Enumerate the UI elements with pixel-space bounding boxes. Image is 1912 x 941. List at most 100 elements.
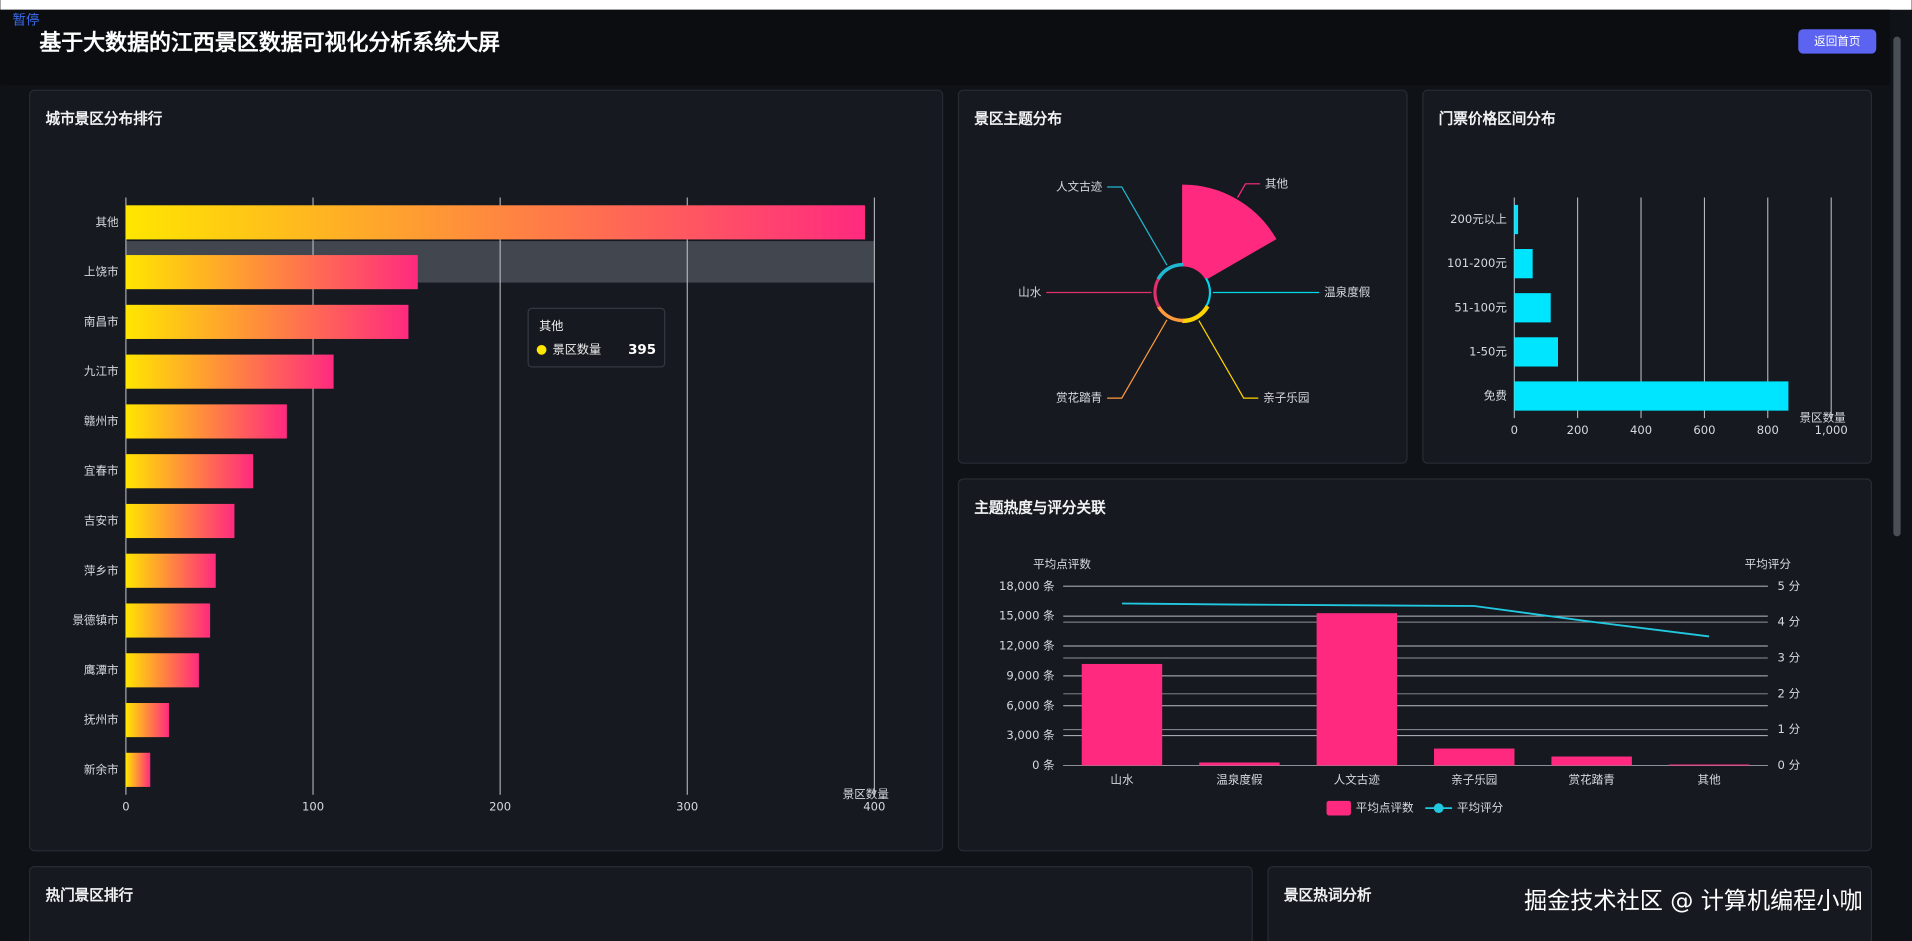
legend-label: 平均点评数	[1356, 801, 1414, 815]
x-tick-label: 100	[302, 799, 324, 813]
bar	[1514, 249, 1533, 279]
bar	[125, 653, 199, 688]
panel-title: 景区主题分布	[974, 109, 1062, 127]
y-tick-label: 12,000 条	[999, 639, 1055, 653]
panel	[1267, 866, 1873, 941]
legend-label: 平均评分	[1457, 801, 1504, 815]
label-line	[1198, 320, 1259, 399]
y-tick-label: 6,000 条	[1006, 698, 1055, 712]
bar	[1514, 293, 1551, 323]
panel-title: 主题热度与评分关联	[974, 498, 1106, 516]
y-tick-label: 0 条	[1032, 758, 1055, 772]
slice-label: 山水	[1018, 285, 1042, 299]
bar	[1434, 748, 1515, 766]
x-tick-label: 1,000	[1815, 423, 1848, 437]
x-tick-label: 800	[1757, 423, 1779, 437]
x-tick-label: 其他	[1698, 773, 1722, 787]
bar	[125, 454, 254, 489]
y-tick-label: 南昌市	[84, 314, 119, 328]
y-tick-label: 免费	[1484, 389, 1507, 403]
slice-label: 其他	[1265, 176, 1289, 190]
y-axis-label: 平均点评数	[1033, 557, 1091, 571]
bar	[125, 703, 169, 738]
y-tick-label: 其他	[95, 215, 119, 229]
tooltip-title: 其他	[539, 319, 563, 333]
scrollbar[interactable]	[1893, 36, 1901, 537]
panel	[29, 866, 1253, 941]
slice-label: 人文古迹	[1056, 179, 1103, 193]
bar	[1081, 663, 1163, 766]
y-tick-label: 200元以上	[1450, 212, 1507, 226]
bar	[1514, 204, 1519, 235]
label-line	[1237, 183, 1261, 198]
tooltip-value: 395	[628, 343, 656, 358]
charts: 0 100 200 300 400景区数量其他上饶市南昌市九江市赣州市宜春市吉安市萍乡市…	[72, 176, 1848, 816]
x-tick-label: 0	[1511, 423, 1518, 437]
bar	[125, 404, 287, 439]
rose-sector	[1182, 184, 1277, 280]
y-tick-label: 九江市	[84, 364, 119, 378]
bar	[125, 603, 211, 638]
bar	[1551, 756, 1632, 766]
panel	[957, 89, 1408, 464]
bar	[1514, 337, 1558, 367]
y-tick-label: 新余市	[84, 762, 119, 776]
y-tick-label: 吉安市	[84, 513, 119, 527]
line-series	[1121, 602, 1710, 638]
x-tick-label: 200	[489, 799, 511, 813]
y-tick-label: 9,000 条	[1006, 668, 1055, 682]
bar	[125, 205, 865, 240]
x-tick-label: 0	[122, 799, 129, 813]
legend-swatch	[1326, 800, 1351, 816]
bar	[125, 304, 409, 339]
bar	[125, 503, 235, 539]
y2-tick-label: 0 分	[1778, 758, 1801, 772]
rose-sector	[1156, 262, 1184, 280]
bar	[125, 354, 334, 389]
y-tick-label: 宜春市	[84, 464, 119, 478]
home-button-label[interactable]: 返回首页	[1814, 34, 1860, 48]
bar	[125, 553, 216, 588]
tooltip-series: 景区数量	[553, 341, 602, 356]
bar	[1514, 381, 1789, 411]
panel	[1422, 89, 1873, 464]
slice-label: 温泉度假	[1324, 285, 1371, 299]
bar	[1316, 613, 1398, 766]
watermark: 掘金技术社区 @ 计算机编程小咖	[1524, 888, 1863, 914]
y2-tick-label: 3 分	[1778, 650, 1801, 664]
y2-tick-label: 2 分	[1778, 686, 1801, 700]
y-tick-label: 18,000 条	[999, 579, 1055, 593]
header	[0, 9, 1890, 86]
tooltip: 其他 景区数量 395	[527, 307, 666, 368]
bar	[1199, 762, 1280, 766]
slice-label: 赏花踏青	[1056, 391, 1102, 405]
panel-title: 门票价格区间分布	[1439, 109, 1556, 127]
bar	[125, 255, 418, 290]
x-axis-label: 景区数量	[1800, 411, 1847, 425]
y-tick-label: 1-50元	[1469, 344, 1507, 358]
bar	[125, 752, 151, 787]
y2-tick-label: 5 分	[1778, 579, 1801, 593]
page-title: 基于大数据的江西景区数据可视化分析系统大屏	[39, 30, 500, 56]
legend-marker	[1433, 803, 1444, 814]
rose-sector	[1182, 305, 1210, 324]
x-tick-label: 人文古迹	[1334, 773, 1381, 787]
y-tick-label: 赣州市	[84, 414, 119, 428]
slice-label: 亲子乐园	[1263, 391, 1309, 405]
x-tick-label: 200	[1567, 423, 1589, 437]
tooltip-box	[527, 307, 666, 368]
y2-axis-label: 平均评分	[1745, 557, 1792, 571]
x-tick-label: 400	[1630, 423, 1652, 437]
y-tick-label: 101-200元	[1447, 256, 1507, 270]
label-line	[1107, 186, 1168, 266]
top-strip	[0, 0, 1912, 10]
x-tick-label: 400	[863, 799, 885, 813]
y-tick-label: 上饶市	[84, 265, 119, 279]
home-button[interactable]	[1798, 29, 1877, 54]
label-line	[1107, 319, 1168, 399]
x-tick-label: 600	[1693, 423, 1715, 437]
x-tick-label: 赏花踏青	[1569, 773, 1615, 787]
x-tick-label: 山水	[1110, 773, 1134, 787]
tooltip-marker	[536, 344, 547, 355]
